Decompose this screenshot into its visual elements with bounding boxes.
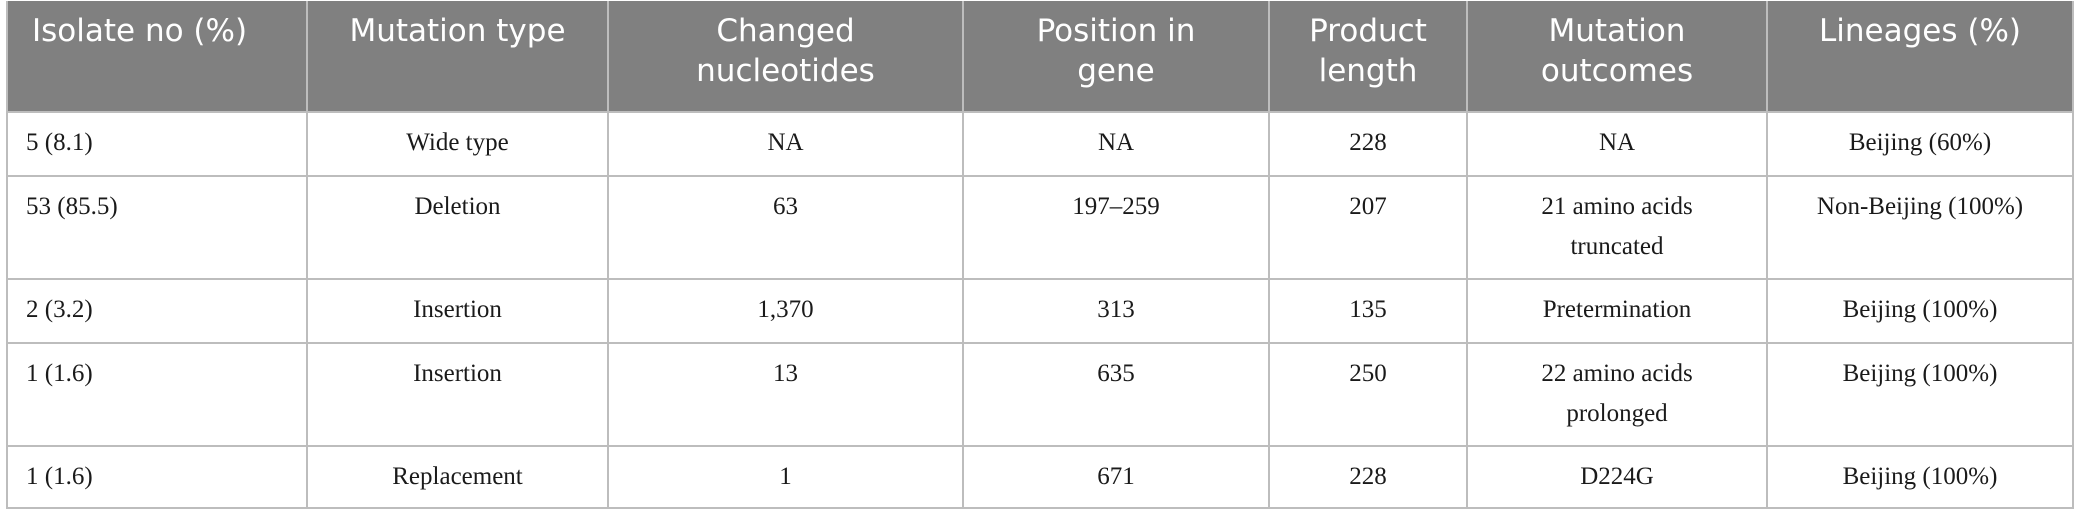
- cell-text: NA: [1097, 129, 1135, 156]
- table-cell: 1: [607, 445, 964, 509]
- table-cell: Beijing (100%): [1766, 445, 2074, 509]
- cell-text: Pretermination: [1542, 296, 1692, 323]
- cell-text: 53 (85.5): [26, 193, 118, 220]
- cell-text: 21 amino acids truncated: [1541, 193, 1693, 260]
- table-cell: 5 (8.1): [6, 111, 308, 177]
- cell-text: 207: [1349, 193, 1387, 220]
- table-cell: 197–259: [962, 175, 1270, 280]
- header-text: Product length: [1309, 13, 1427, 89]
- table-cell: 22 amino acids prolonged: [1466, 342, 1768, 447]
- table-cell: Beijing (60%): [1766, 111, 2074, 177]
- table-cell: 1,370: [607, 278, 964, 344]
- table-cell: NA: [607, 111, 964, 177]
- cell-text: 135: [1349, 296, 1387, 323]
- cell-text: Wide type: [406, 129, 509, 156]
- header-cell: Mutation outcomes: [1466, 1, 1768, 113]
- table-cell: 1 (1.6): [6, 342, 308, 447]
- cell-text: Non-Beijing (100%): [1816, 193, 2024, 220]
- cell-text: Beijing (100%): [1842, 463, 1998, 490]
- data-table: Isolate no (%) Mutation type Changed nucle…: [6, 1, 2074, 509]
- cell-text: Insertion: [413, 296, 502, 323]
- table-cell: 228: [1268, 111, 1468, 177]
- cell-text: Beijing (100%): [1842, 360, 1998, 387]
- header-cell: Position in gene: [962, 1, 1270, 113]
- cell-text: 228: [1349, 129, 1387, 156]
- table-cell: Beijing (100%): [1766, 278, 2074, 344]
- table-body: 5 (8.1) Wide type NA NA 228 NA Beijing (60%) 53…: [6, 111, 2074, 509]
- header-cell: Mutation type: [306, 1, 609, 113]
- table-cell: 228: [1268, 445, 1468, 509]
- table-row: 1 (1.6) Insertion 13 635 250 22 amino acids p…: [6, 342, 2074, 447]
- table-row: 53 (85.5) Deletion 63 197–259 207 21 amino ac…: [6, 175, 2074, 280]
- table-cell: 135: [1268, 278, 1468, 344]
- table-row: 1 (1.6) Replacement 1 671 228 D224G Beijing (1…: [6, 445, 2074, 509]
- cell-text: 1 (1.6): [26, 360, 93, 387]
- cell-text: 228: [1349, 463, 1387, 490]
- cell-text: NA: [767, 129, 804, 156]
- table-cell: 250: [1268, 342, 1468, 447]
- header-text: Mutation type: [349, 13, 566, 49]
- cell-text: Replacement: [392, 463, 523, 490]
- cell-text: 1 (1.6): [26, 463, 93, 490]
- table-cell: D224G: [1466, 445, 1768, 509]
- header-text: Mutation outcomes: [1540, 13, 1694, 89]
- table-cell: 207: [1268, 175, 1468, 280]
- table-cell: NA: [1466, 111, 1768, 177]
- cell-text: 13: [773, 360, 798, 387]
- table-row: 5 (8.1) Wide type NA NA 228 NA Beijing (60%): [6, 111, 2074, 177]
- table-cell: Non-Beijing (100%): [1766, 175, 2074, 280]
- cell-text: D224G: [1580, 463, 1654, 490]
- cell-text: Deletion: [414, 193, 501, 220]
- table-cell: NA: [962, 111, 1270, 177]
- cell-text: 250: [1349, 360, 1387, 387]
- table-cell: 63: [607, 175, 964, 280]
- header-text: Changed nucleotides: [696, 13, 875, 89]
- table-cell: 635: [962, 342, 1270, 447]
- table-cell: 13: [607, 342, 964, 447]
- table-cell: Insertion: [306, 278, 609, 344]
- cell-text: 1,370: [757, 296, 814, 323]
- table-cell: 313: [962, 278, 1270, 344]
- cell-text: 313: [1097, 296, 1135, 323]
- cell-text: Beijing (100%): [1842, 296, 1998, 323]
- cell-text: 5 (8.1): [26, 129, 93, 156]
- header-row: Isolate no (%) Mutation type Changed nucle…: [6, 1, 2074, 113]
- table-cell: 21 amino acids truncated: [1466, 175, 1768, 280]
- table-cell: 671: [962, 445, 1270, 509]
- cell-text: 63: [773, 193, 798, 220]
- table-cell: 53 (85.5): [6, 175, 308, 280]
- cell-text: Beijing (60%): [1848, 129, 1992, 156]
- header-cell: Isolate no (%): [6, 1, 308, 113]
- table-cell: Beijing (100%): [1766, 342, 2074, 447]
- header-text: Position in gene: [1036, 13, 1196, 89]
- header-text: Isolate no (%): [32, 13, 248, 49]
- table-cell: Insertion: [306, 342, 609, 447]
- cell-text: 197–259: [1072, 193, 1160, 220]
- header-cell: Changed nucleotides: [607, 1, 964, 113]
- header-cell: Product length: [1268, 1, 1468, 113]
- cell-text: NA: [1598, 129, 1636, 156]
- cell-text: 635: [1097, 360, 1135, 387]
- cell-text: 22 amino acids prolonged: [1541, 360, 1693, 427]
- cell-text: Insertion: [413, 360, 502, 387]
- table-cell: Wide type: [306, 111, 609, 177]
- table-cell: 1 (1.6): [6, 445, 308, 509]
- table-cell: Deletion: [306, 175, 609, 280]
- cell-text: 1: [779, 463, 792, 490]
- table-cell: 2 (3.2): [6, 278, 308, 344]
- table-header: Isolate no (%) Mutation type Changed nucle…: [6, 1, 2074, 113]
- table-row: 2 (3.2) Insertion 1,370 313 135 Preterminatio…: [6, 278, 2074, 344]
- cell-text: 671: [1097, 463, 1135, 490]
- cell-text: 2 (3.2): [26, 296, 93, 323]
- header-text: Lineages (%): [1819, 13, 2021, 49]
- header-cell: Lineages (%): [1766, 1, 2074, 113]
- table-cell: Pretermination: [1466, 278, 1768, 344]
- table-cell: Replacement: [306, 445, 609, 509]
